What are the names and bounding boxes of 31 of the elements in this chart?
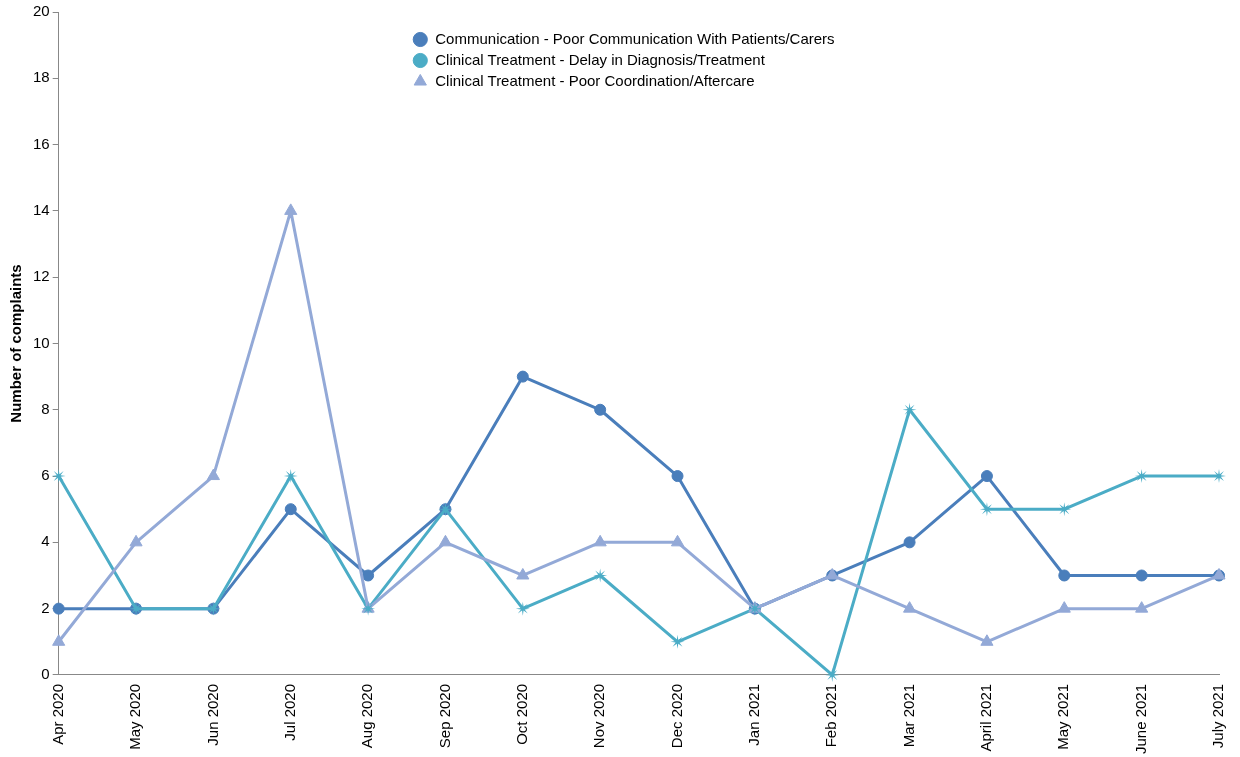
x-tick-label: Sep 2020 — [435, 683, 453, 749]
x-tick-label: Jan 2021 — [745, 683, 763, 746]
y-tick-label: 10 — [33, 333, 50, 351]
legend-label: Clinical Treatment - Poor Coordination/Aftercare — [435, 71, 755, 89]
legend-label: Clinical Treatment - Delay in Diagnosis/Treatment — [435, 50, 766, 68]
x-tick-label: Jun 2020 — [203, 683, 221, 746]
y-tick-label: 18 — [33, 68, 50, 86]
x-tick-label: Aug 2020 — [358, 683, 376, 749]
y-axis-title: Number of complaints — [7, 264, 25, 423]
legend-label: Communication - Poor Communication With Patients/Carers — [435, 29, 835, 47]
x-tick-label: Apr 2020 — [48, 683, 66, 745]
x-tick-label: May 2021 — [1054, 683, 1072, 750]
y-tick-label: 8 — [41, 399, 50, 417]
y-tick-label: 6 — [41, 466, 50, 484]
x-tick-label: Nov 2020 — [590, 683, 608, 749]
y-tick-label: 20 — [33, 2, 50, 20]
x-tick-label: Jul 2020 — [280, 683, 298, 741]
x-tick-label: Mar 2021 — [899, 683, 917, 748]
x-tick-label: May 2020 — [126, 683, 144, 750]
x-tick-label: April 2021 — [977, 683, 995, 752]
y-tick-label: 4 — [41, 532, 50, 550]
x-tick-label: Feb 2021 — [822, 683, 840, 748]
x-tick-label: Dec 2020 — [667, 683, 685, 749]
y-tick-label: 14 — [33, 201, 50, 219]
x-tick-label: June 2021 — [1131, 683, 1149, 755]
y-tick-label: 16 — [33, 134, 50, 152]
x-tick-label: July 2021 — [1209, 683, 1227, 749]
y-tick-label: 12 — [33, 267, 50, 285]
y-tick-label: 0 — [41, 665, 50, 683]
y-tick-label: 2 — [41, 598, 50, 616]
x-tick-label: Oct 2020 — [512, 683, 530, 745]
